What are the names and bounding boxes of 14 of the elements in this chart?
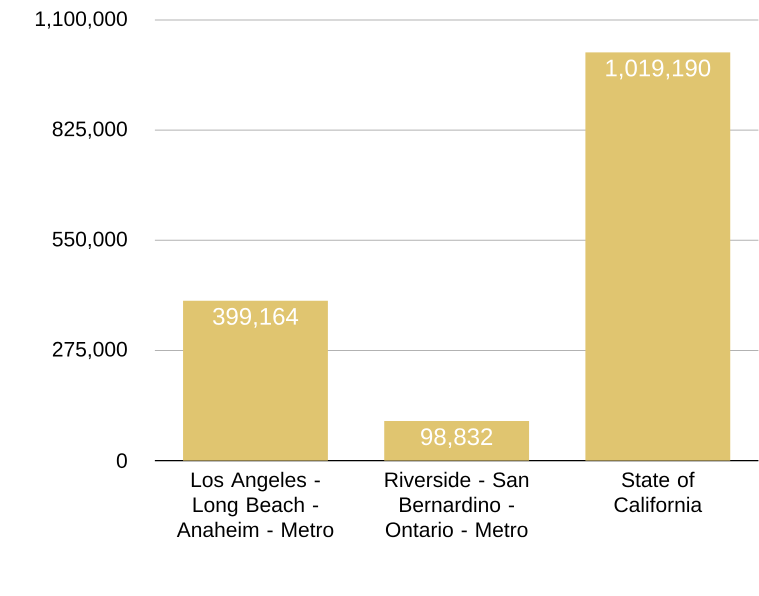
- bar: [183, 300, 328, 461]
- data-label: 1,019,190: [606, 60, 710, 80]
- data-label: 399,164: [213, 308, 298, 328]
- y-tick-label: 550,000: [52, 232, 127, 250]
- x-tick-label: Los Angeles - Long Beach - Anaheim - Metro: [176, 472, 334, 538]
- y-tick-label: 825,000: [52, 122, 127, 140]
- y-tick-label: 275,000: [52, 342, 127, 360]
- bar: [585, 52, 730, 461]
- y-tick-label: 0: [116, 453, 127, 468]
- data-label: 98,832: [421, 428, 492, 448]
- y-tick-label: 1,100,000: [36, 12, 127, 29]
- bar: [384, 421, 530, 461]
- x-tick-label: Riverside - San Bernardino - Ontario - Metro: [385, 472, 528, 538]
- x-tick-label: State of California: [614, 472, 702, 512]
